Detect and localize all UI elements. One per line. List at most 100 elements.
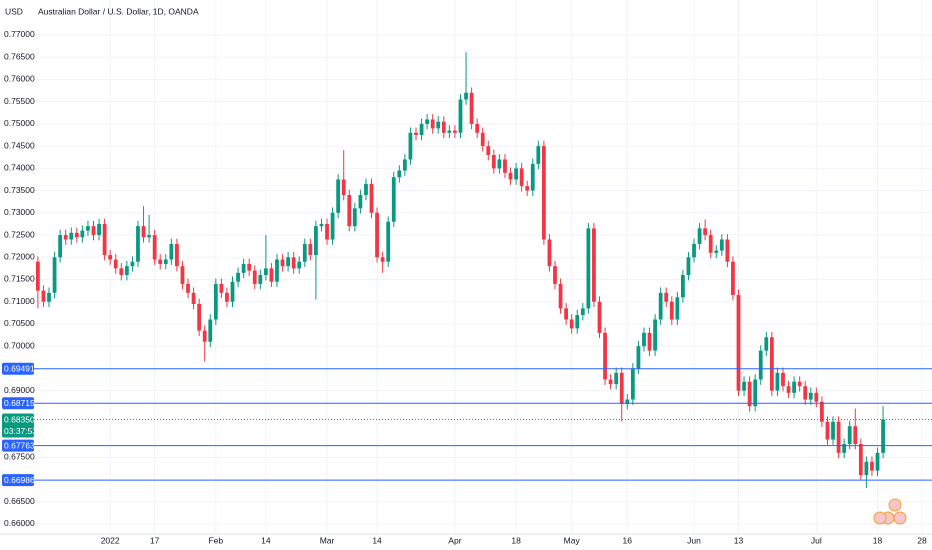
candle-body <box>408 132 413 160</box>
candle-body <box>108 255 113 260</box>
x-tick-label: 16 <box>623 535 633 545</box>
candle-body <box>314 226 318 256</box>
candle-body <box>74 232 79 238</box>
candle-body <box>642 332 646 347</box>
y-tick-label: 0.74000 <box>4 163 35 173</box>
candle-body <box>180 266 185 284</box>
x-tick-label: May <box>564 535 581 545</box>
candle-body <box>797 381 802 387</box>
x-tick-label: 14 <box>372 535 382 545</box>
candle-body <box>391 177 396 222</box>
candle-body <box>786 386 791 393</box>
candle-body <box>530 163 535 191</box>
candle-body <box>569 319 574 329</box>
candle-body <box>514 168 518 180</box>
x-tick-label: 17 <box>150 535 160 545</box>
candle-body <box>558 283 563 309</box>
candle-body <box>236 272 240 282</box>
candle-body <box>619 372 624 404</box>
x-tick-label: 18 <box>873 535 883 545</box>
candle-body <box>580 308 585 316</box>
candle-body <box>230 281 235 302</box>
candle-body <box>669 301 674 320</box>
chart-title: Australian Dollar / U.S. Dollar, 1D, OAN… <box>38 6 199 16</box>
candle-body <box>608 379 613 384</box>
candle-body <box>630 368 635 400</box>
x-tick-label: Jun <box>687 535 701 545</box>
y-tick-label: 0.74500 <box>4 140 35 150</box>
candle-body <box>803 386 808 400</box>
candle-body <box>91 226 96 236</box>
candle-body <box>247 263 252 271</box>
candle-body <box>519 168 524 187</box>
candle-body <box>386 221 391 262</box>
candle-body <box>664 292 669 302</box>
candle-body <box>775 372 780 391</box>
candle-body <box>136 226 140 262</box>
candle-body <box>47 292 51 302</box>
candle-body <box>575 315 580 329</box>
candle-body <box>186 283 190 293</box>
candle-body <box>453 130 457 133</box>
candle-body <box>330 212 335 240</box>
countdown-label: 03:37:53 <box>4 426 37 436</box>
x-tick-label: Jul <box>811 535 822 545</box>
candle-body <box>225 292 229 302</box>
candle-body <box>825 421 830 440</box>
candle-body <box>814 392 819 402</box>
candle-body <box>458 99 463 133</box>
candle-body <box>731 261 735 296</box>
candle-body <box>792 381 796 393</box>
candle-body <box>636 346 641 369</box>
candle-body <box>653 319 657 351</box>
candle-body <box>675 297 680 320</box>
candle-body <box>252 270 257 284</box>
last-price-label: 0.68350 <box>4 414 35 424</box>
x-tick-label: 14 <box>261 535 271 545</box>
y-tick-label: 0.76000 <box>4 74 35 84</box>
candle-body <box>325 223 329 240</box>
candle-body <box>853 426 858 444</box>
candle-body <box>364 183 368 196</box>
candle-body <box>336 179 341 213</box>
y-tick-label: 0.75000 <box>4 118 35 128</box>
candle-body <box>547 239 552 267</box>
candle-body <box>375 212 379 258</box>
candle-body <box>525 186 530 191</box>
candle-body <box>881 419 885 453</box>
price-line-label: 0.66986 <box>4 475 35 485</box>
y-tick-label: 0.76500 <box>4 51 35 61</box>
candle-body <box>647 332 652 351</box>
candle-body <box>769 337 774 391</box>
y-tick-label: 0.71000 <box>4 296 35 306</box>
candle-body <box>847 426 852 444</box>
candle-body <box>736 295 741 391</box>
candle-body <box>41 290 46 302</box>
candle-body <box>124 266 129 276</box>
candle-body <box>369 183 374 213</box>
candle-body <box>686 257 691 276</box>
candle-body <box>469 92 474 124</box>
candle-body <box>553 266 557 284</box>
candle-body <box>842 443 847 453</box>
candle-body <box>491 155 496 169</box>
candle-body <box>69 232 74 240</box>
y-tick-label: 0.66500 <box>4 496 35 506</box>
candle-body <box>175 243 179 267</box>
price-line-label: 0.68715 <box>4 398 35 408</box>
y-tick-label: 0.67500 <box>4 452 35 462</box>
price-line-label: 0.69491 <box>4 364 35 374</box>
candle-body <box>113 259 118 269</box>
candle-body <box>753 379 758 407</box>
candle-body <box>425 119 430 124</box>
x-tick-label: 13 <box>734 535 744 545</box>
candle-body <box>191 292 196 304</box>
candle-body <box>63 235 68 240</box>
candle-body <box>119 268 124 276</box>
candle-body <box>347 195 352 227</box>
candle-body <box>831 421 835 440</box>
y-tick-label: 0.77000 <box>4 29 35 39</box>
price-line-label: 0.67763 <box>4 440 35 450</box>
event-icon <box>893 511 907 525</box>
candle-body <box>130 261 135 267</box>
